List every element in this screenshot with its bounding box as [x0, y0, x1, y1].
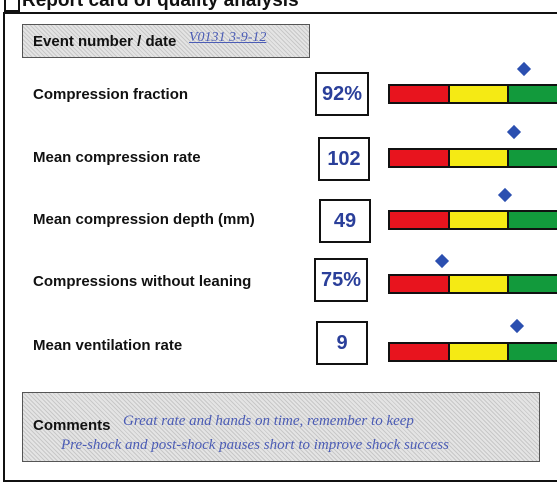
value-box: 92%: [315, 72, 369, 116]
gauge-red: [388, 148, 450, 168]
event-box: Event number / date V0131 3-9-12: [22, 24, 310, 58]
event-label: Event number / date: [33, 33, 177, 50]
event-value: V0131 3-9-12: [189, 30, 267, 45]
gauge-yellow: [448, 84, 509, 104]
value-box: 9: [316, 321, 368, 365]
row-label: Compression fraction: [33, 86, 189, 103]
gauge-red: [388, 274, 450, 294]
gauge-red: [388, 210, 450, 230]
gauge-green: [507, 210, 557, 230]
comments-label: Comments: [33, 417, 111, 434]
gauge-red: [388, 84, 450, 104]
gauge-yellow: [448, 274, 509, 294]
value-box: 75%: [314, 258, 368, 302]
comments-box: Comments Great rate and hands on time, r…: [22, 392, 540, 462]
gauge-yellow: [448, 210, 509, 230]
gauge-yellow: [448, 342, 509, 362]
gauge-yellow: [448, 148, 509, 168]
title-icon: [4, 0, 20, 12]
gauge-green: [507, 342, 557, 362]
comment-line: Pre-shock and post-shock pauses short to…: [61, 437, 449, 453]
row-label: Mean ventilation rate: [33, 337, 183, 354]
gauge-green: [507, 148, 557, 168]
gauge-green: [507, 84, 557, 104]
page-title: Report card of quality analysis: [22, 0, 299, 11]
value-box: 49: [319, 199, 371, 243]
row-label: Compressions without leaning: [33, 273, 252, 290]
gauge-red: [388, 342, 450, 362]
value-box: 102: [318, 137, 370, 181]
comment-line: Great rate and hands on time, remember t…: [123, 413, 414, 429]
row-label: Mean compression depth (mm): [33, 211, 255, 228]
gauge-green: [507, 274, 557, 294]
row-label: Mean compression rate: [33, 149, 201, 166]
